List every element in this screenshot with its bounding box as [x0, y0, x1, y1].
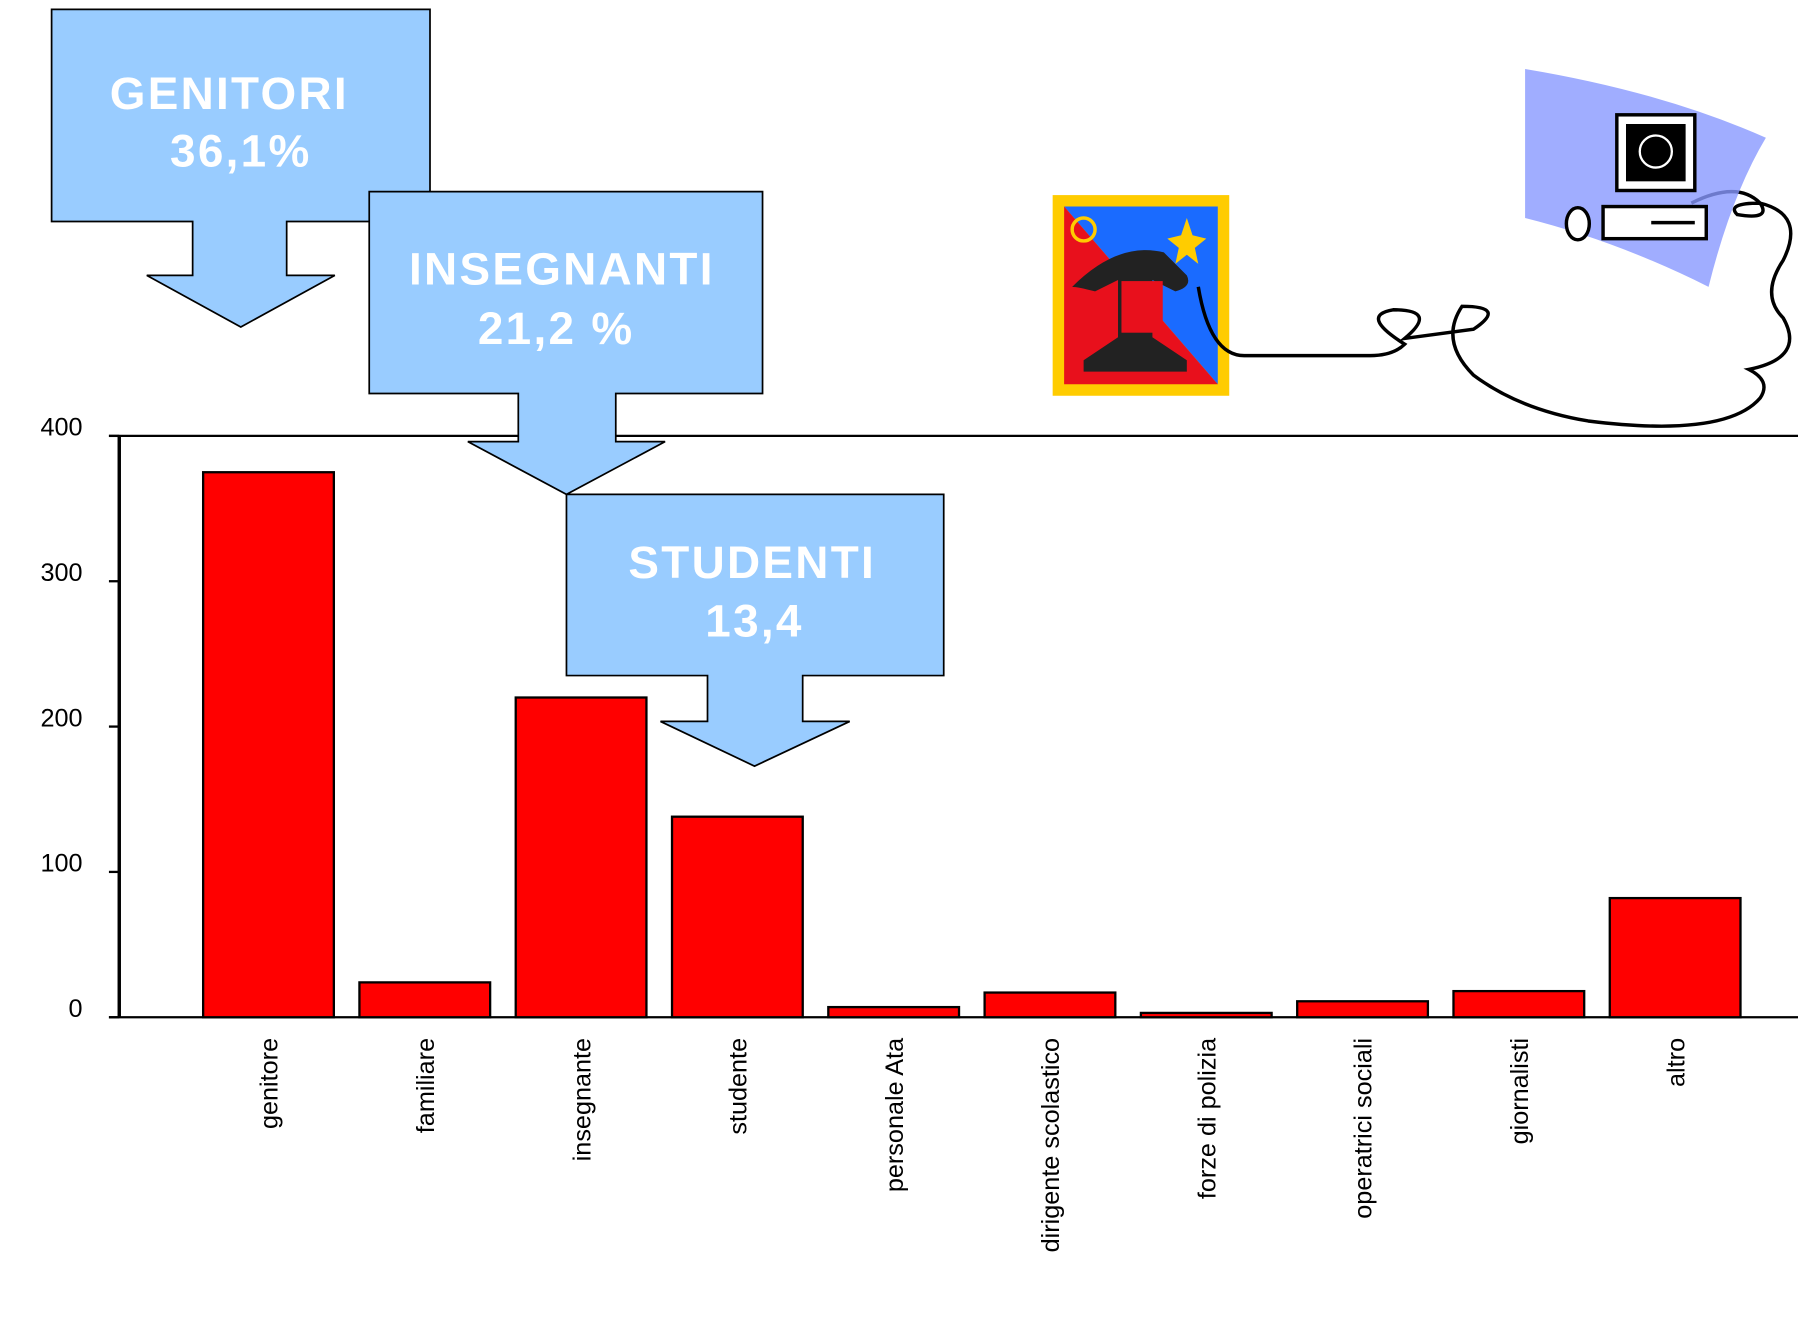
bar [672, 817, 803, 1018]
callout-text: 13,4 [705, 595, 803, 647]
x-tick-label: operatrici sociali [1350, 1038, 1378, 1219]
bar [1141, 1013, 1272, 1017]
callout-text: 21,2 % [478, 302, 635, 354]
y-tick-label: 200 [40, 704, 82, 732]
page: 0 100 200 300 400 genitore familiare insegnante… [0, 0, 1798, 1319]
bar [1453, 991, 1584, 1017]
bar [516, 698, 647, 1018]
callout-text: GENITORI [110, 67, 349, 119]
y-tick-label: 400 [40, 414, 82, 442]
chart: 0 100 200 300 400 genitore familiare insegnante… [0, 0, 1798, 1319]
callout-text: STUDENTI [628, 536, 876, 588]
bar [828, 1007, 959, 1017]
y-tick-label: 300 [40, 559, 82, 587]
bar [203, 472, 334, 1017]
x-tick-label: forze di polizia [1193, 1037, 1221, 1199]
x-tick-label: giornalisti [1506, 1038, 1534, 1145]
callout-text: 36,1% [170, 124, 312, 176]
bars [203, 472, 1740, 1017]
bar [985, 993, 1116, 1018]
computer-clipart [1525, 69, 1766, 287]
bar [1610, 898, 1741, 1017]
x-tick-label: genitore [256, 1038, 284, 1129]
x-tick-label: studente [725, 1038, 753, 1135]
bar [359, 982, 490, 1017]
x-tick-label: insegnante [568, 1038, 596, 1161]
callout-text: INSEGNANTI [409, 243, 715, 295]
bar [1297, 1001, 1428, 1017]
callouts: GENITORI 36,1% INSEGNANTI 21,2 % STUDENT… [52, 9, 944, 766]
x-tick-label: dirigente scolastico [1037, 1038, 1065, 1252]
x-tick-label: personale Ata [881, 1037, 909, 1192]
y-tick-label: 0 [69, 995, 83, 1023]
y-tick-label: 100 [40, 850, 82, 878]
x-tick-label: familiare [412, 1038, 440, 1133]
x-tick-label: altro [1662, 1038, 1690, 1087]
